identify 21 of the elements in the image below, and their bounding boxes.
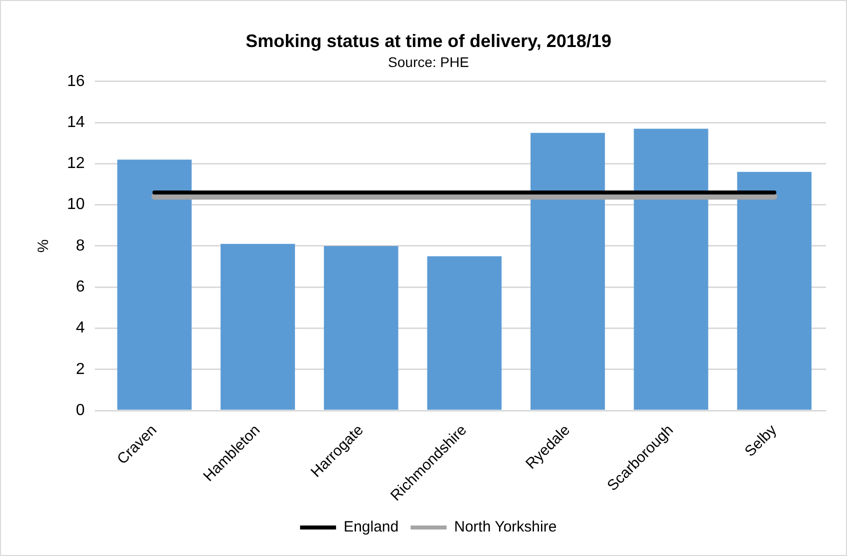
chart-title: Smoking status at time of delivery, 2018/19 <box>246 30 612 51</box>
y-tick-label: 10 <box>67 196 85 214</box>
y-tick-label: 2 <box>76 360 85 378</box>
bar <box>117 160 192 410</box>
legend-label: England <box>344 518 399 536</box>
y-tick-label: 14 <box>67 114 85 131</box>
chart-subtitle: Source: PHE <box>388 54 469 70</box>
legend-label: North Yorkshire <box>454 518 557 536</box>
y-tick-label: 6 <box>76 278 85 296</box>
bar <box>427 256 502 410</box>
y-axis-title: % <box>35 239 52 253</box>
bar <box>530 132 605 410</box>
bar <box>324 246 398 410</box>
y-tick-label: 16 <box>67 72 85 90</box>
y-tick-label: 0 <box>76 402 85 419</box>
bar <box>220 244 295 410</box>
bar <box>737 172 812 410</box>
y-tick-label: 8 <box>76 237 85 254</box>
y-tick-label: 12 <box>67 155 85 172</box>
y-tick-label: 4 <box>76 320 85 337</box>
bar <box>634 128 708 410</box>
